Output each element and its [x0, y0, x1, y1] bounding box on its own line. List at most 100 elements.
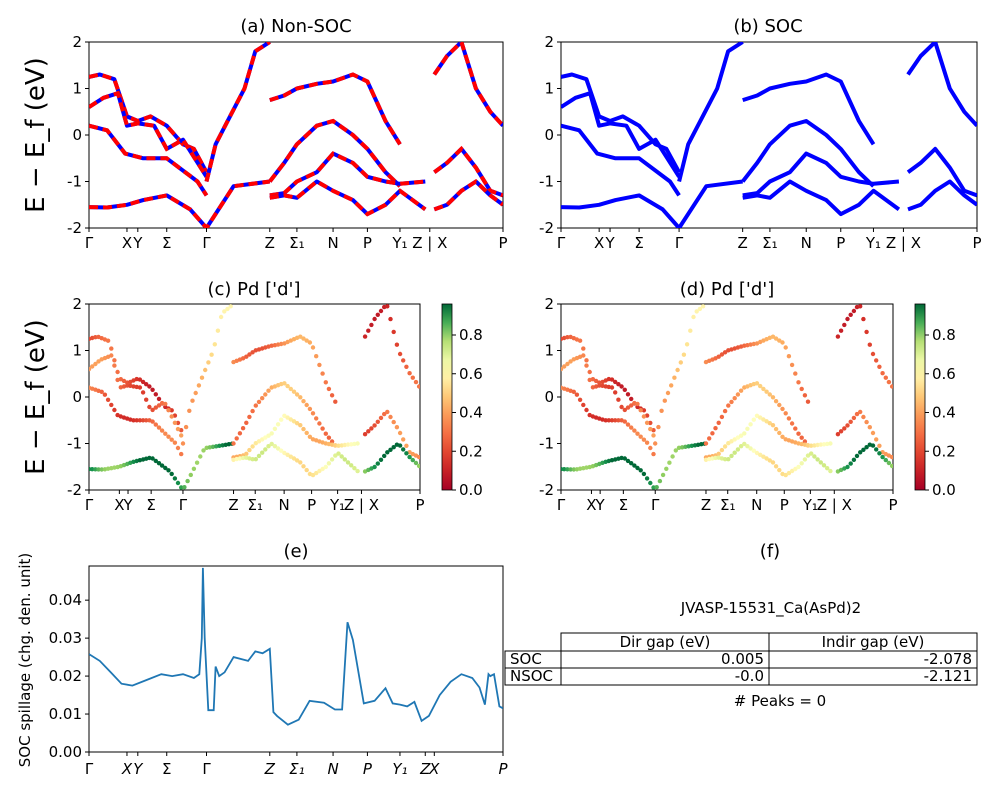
panel-c-dots: [89, 304, 420, 490]
band-dot: [215, 328, 221, 333]
band-dot: [883, 457, 888, 463]
band-dot: [272, 444, 278, 449]
band-dot: [109, 353, 114, 358]
band-dot: [326, 386, 332, 392]
x-tick-label: Z | X: [344, 496, 379, 514]
band-dot: [301, 426, 306, 432]
band-dot: [835, 432, 841, 437]
band-dot: [609, 377, 615, 382]
y-tick-label: -1: [67, 435, 82, 453]
band-dot: [355, 468, 360, 474]
band-dot: [654, 485, 659, 490]
band-dot: [253, 441, 258, 446]
band-dot: [793, 371, 798, 376]
band-dot: [877, 443, 882, 448]
colorbar-tick-label: 0.8: [459, 326, 483, 344]
band-dot: [641, 408, 647, 413]
band-dot: [681, 352, 687, 357]
y-tick-label: 0.02: [49, 667, 82, 685]
x-tick-label: P: [498, 234, 507, 252]
band-dot: [729, 399, 734, 405]
band-dot: [282, 413, 287, 418]
peaks-label: # Peaks = 0: [734, 692, 826, 710]
band-dot: [812, 443, 817, 448]
band-dot: [298, 423, 303, 428]
band-dot: [250, 408, 255, 414]
band-dot: [581, 353, 586, 358]
band-dot: [848, 419, 853, 424]
band-dot: [764, 456, 769, 461]
band-dot: [269, 441, 274, 447]
panel-a-non-soc: (a) Non-SOC -2 -1 0 1 2 Γ X Y Σ Γ Z Σ₁ N P Y₁ Z | X P: [67, 16, 507, 252]
band-dot: [638, 468, 643, 473]
band-dot: [115, 377, 120, 383]
band-dot: [169, 471, 174, 477]
band-line: [906, 146, 977, 198]
band-dot: [842, 322, 847, 328]
band-dot: [644, 420, 650, 425]
band-dot: [285, 383, 290, 389]
band-dot: [644, 440, 650, 445]
band-dot: [298, 460, 303, 465]
x-tick-label: Γ: [675, 234, 684, 252]
band-dot: [99, 389, 104, 394]
band-dot: [266, 444, 271, 449]
y-tick-label: -1: [539, 173, 554, 191]
band-dot: [864, 329, 869, 335]
panel-d-colorbar: 0.0 0.2 0.4 0.6 0.8: [914, 303, 956, 499]
band-dot: [137, 385, 143, 390]
band-dot: [568, 359, 573, 364]
band-dot: [256, 453, 262, 459]
band-dot: [648, 426, 653, 432]
band-dot: [218, 314, 224, 320]
band-dot: [369, 322, 374, 328]
band-dot: [629, 396, 634, 402]
band-dot: [153, 405, 158, 410]
band-dot: [874, 447, 879, 452]
panel-e-frame: [88, 565, 504, 753]
band-dot: [742, 441, 747, 447]
x-tick-label: Γ: [85, 760, 94, 778]
y-tick-label: -2: [67, 481, 82, 499]
band-dot: [175, 445, 181, 451]
band-dot: [260, 396, 265, 401]
band-dot: [874, 437, 879, 442]
band-dot: [870, 351, 876, 357]
band-dot: [222, 309, 227, 314]
band-dot: [710, 431, 715, 436]
y-tick-label: 1: [544, 342, 554, 360]
band-dot: [237, 431, 243, 436]
band-dot: [821, 463, 827, 468]
band-dot: [889, 463, 893, 469]
band-line: [677, 42, 744, 182]
band-dot: [115, 369, 120, 375]
band-dot: [366, 429, 371, 434]
band-dot: [180, 441, 186, 446]
band-dot: [188, 472, 193, 478]
x-tick-label: P: [363, 760, 373, 778]
band-dot: [150, 419, 155, 424]
colorbar-tick-label: 0.2: [459, 442, 483, 460]
y-tick-label: 0: [544, 126, 554, 144]
band-dot: [562, 364, 567, 369]
band-dot: [163, 401, 168, 407]
band-dot: [673, 448, 678, 453]
band-dot: [565, 467, 570, 472]
band-dot: [773, 336, 779, 341]
y-tick-label: 2: [544, 33, 554, 51]
band-dot: [735, 447, 741, 452]
band-dot: [172, 420, 178, 425]
band-dot: [809, 451, 814, 456]
band-dot: [700, 304, 706, 309]
band-dot: [667, 460, 672, 465]
band-dot: [861, 414, 866, 420]
band-dot: [770, 460, 776, 465]
x-tick-label: Σ: [162, 234, 171, 252]
y-tick-label: -2: [67, 219, 82, 237]
panel-b-bands: [561, 42, 977, 228]
band-dot: [861, 447, 866, 452]
x-tick-label: P: [363, 234, 372, 252]
band-dot: [651, 485, 656, 490]
band-dot: [796, 464, 801, 470]
band-dot: [153, 422, 158, 427]
